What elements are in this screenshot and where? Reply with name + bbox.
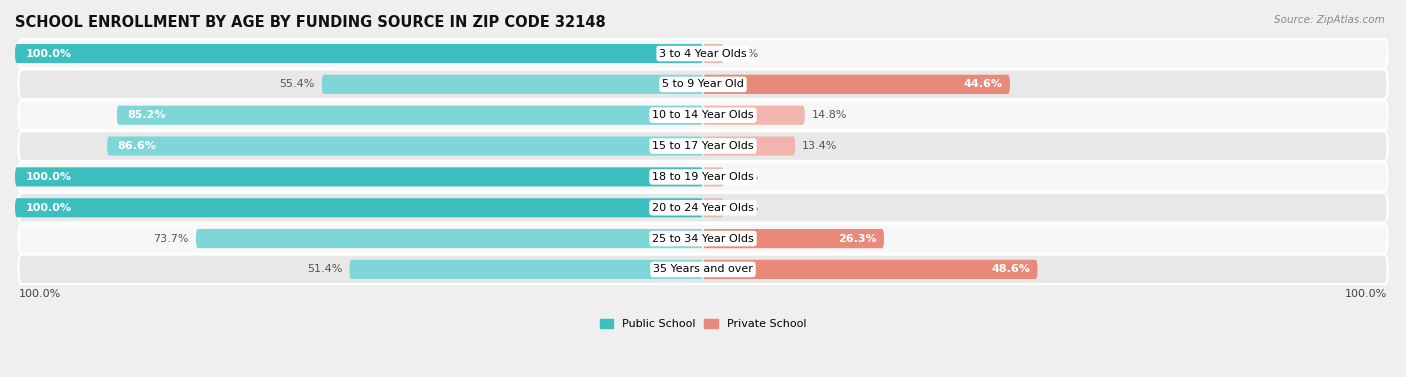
- FancyBboxPatch shape: [703, 229, 884, 248]
- Text: SCHOOL ENROLLMENT BY AGE BY FUNDING SOURCE IN ZIP CODE 32148: SCHOOL ENROLLMENT BY AGE BY FUNDING SOUR…: [15, 15, 606, 30]
- Text: 73.7%: 73.7%: [153, 234, 188, 244]
- FancyBboxPatch shape: [703, 198, 724, 217]
- FancyBboxPatch shape: [703, 229, 884, 248]
- Text: 55.4%: 55.4%: [280, 80, 315, 89]
- Text: 85.2%: 85.2%: [127, 110, 166, 120]
- FancyBboxPatch shape: [15, 198, 703, 217]
- FancyBboxPatch shape: [18, 131, 1388, 161]
- Text: 25 to 34 Year Olds: 25 to 34 Year Olds: [652, 234, 754, 244]
- FancyBboxPatch shape: [703, 136, 796, 156]
- Text: 48.6%: 48.6%: [991, 264, 1031, 274]
- Text: 3 to 4 Year Olds: 3 to 4 Year Olds: [659, 49, 747, 58]
- FancyBboxPatch shape: [349, 260, 703, 279]
- FancyBboxPatch shape: [703, 167, 724, 187]
- Legend: Public School, Private School: Public School, Private School: [595, 314, 811, 334]
- Text: 86.6%: 86.6%: [118, 141, 156, 151]
- FancyBboxPatch shape: [15, 167, 703, 187]
- FancyBboxPatch shape: [703, 106, 804, 125]
- Text: 100.0%: 100.0%: [25, 49, 72, 58]
- Text: 100.0%: 100.0%: [18, 290, 60, 299]
- Text: 100.0%: 100.0%: [25, 203, 72, 213]
- FancyBboxPatch shape: [117, 106, 703, 125]
- Text: 10 to 14 Year Olds: 10 to 14 Year Olds: [652, 110, 754, 120]
- FancyBboxPatch shape: [18, 254, 1388, 284]
- Text: 51.4%: 51.4%: [307, 264, 343, 274]
- Text: 44.6%: 44.6%: [965, 80, 1002, 89]
- Text: 13.4%: 13.4%: [801, 141, 838, 151]
- Text: 15 to 17 Year Olds: 15 to 17 Year Olds: [652, 141, 754, 151]
- FancyBboxPatch shape: [703, 44, 724, 63]
- FancyBboxPatch shape: [322, 75, 703, 94]
- FancyBboxPatch shape: [18, 39, 1388, 68]
- Text: 35 Years and over: 35 Years and over: [652, 264, 754, 274]
- Text: 20 to 24 Year Olds: 20 to 24 Year Olds: [652, 203, 754, 213]
- Text: 100.0%: 100.0%: [25, 172, 72, 182]
- Text: 100.0%: 100.0%: [1346, 290, 1388, 299]
- FancyBboxPatch shape: [107, 136, 703, 156]
- FancyBboxPatch shape: [703, 260, 1038, 279]
- Text: 5 to 9 Year Old: 5 to 9 Year Old: [662, 80, 744, 89]
- Text: 0.0%: 0.0%: [731, 172, 759, 182]
- Text: 14.8%: 14.8%: [811, 110, 848, 120]
- FancyBboxPatch shape: [195, 229, 703, 248]
- Text: 18 to 19 Year Olds: 18 to 19 Year Olds: [652, 172, 754, 182]
- FancyBboxPatch shape: [703, 75, 1010, 94]
- Text: 0.0%: 0.0%: [731, 203, 759, 213]
- FancyBboxPatch shape: [703, 75, 1010, 94]
- Text: 26.3%: 26.3%: [838, 234, 877, 244]
- FancyBboxPatch shape: [18, 70, 1388, 99]
- FancyBboxPatch shape: [18, 224, 1388, 253]
- FancyBboxPatch shape: [703, 260, 1038, 279]
- FancyBboxPatch shape: [15, 44, 703, 63]
- Text: Source: ZipAtlas.com: Source: ZipAtlas.com: [1274, 15, 1385, 25]
- FancyBboxPatch shape: [18, 193, 1388, 222]
- FancyBboxPatch shape: [18, 100, 1388, 130]
- FancyBboxPatch shape: [18, 162, 1388, 192]
- Text: 0.0%: 0.0%: [731, 49, 759, 58]
